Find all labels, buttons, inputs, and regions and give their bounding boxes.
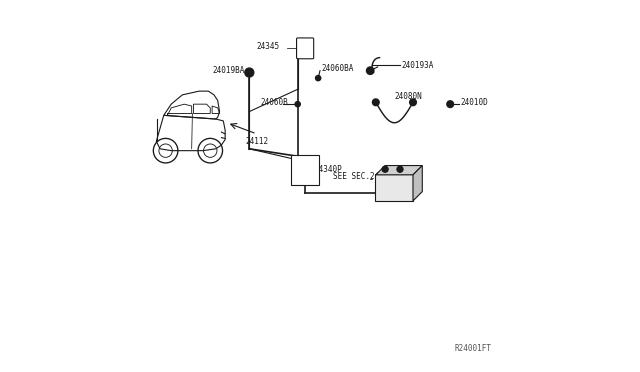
FancyBboxPatch shape [291,155,319,185]
FancyBboxPatch shape [296,38,314,59]
Circle shape [397,166,403,172]
Circle shape [316,76,321,81]
Circle shape [372,99,379,106]
Circle shape [295,102,300,107]
Text: 24080N: 24080N [394,92,422,101]
Text: 24060B: 24060B [260,98,288,107]
Text: SEE SEC.244: SEE SEC.244 [333,172,384,181]
Text: 24112: 24112 [246,137,269,146]
Text: 24010D: 24010D [460,98,488,107]
FancyBboxPatch shape [376,174,413,201]
Circle shape [367,67,374,74]
Polygon shape [376,166,422,175]
Text: 24345: 24345 [257,42,280,51]
Circle shape [245,68,254,77]
Text: 24019BA: 24019BA [212,66,244,75]
Text: 24340P: 24340P [314,165,342,174]
Circle shape [410,99,417,106]
Circle shape [382,166,388,172]
Polygon shape [413,166,422,201]
Text: R24001FT: R24001FT [454,344,491,353]
Circle shape [447,101,454,108]
Text: 240193A: 240193A [401,61,433,70]
Text: 24060BA: 24060BA [322,64,354,73]
